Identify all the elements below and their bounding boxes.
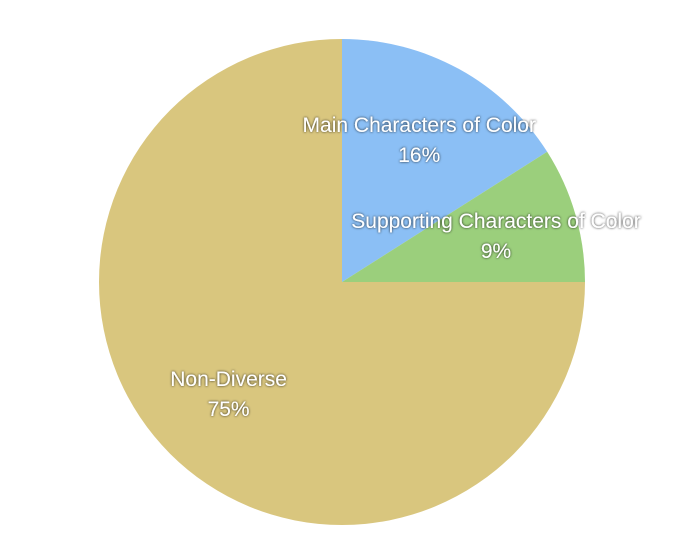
slice-label: Main Characters of Color bbox=[303, 114, 536, 137]
slice-value-label: 16% bbox=[398, 144, 440, 167]
slice-label: Non-Diverse bbox=[170, 368, 287, 391]
slice-label: Supporting Characters of Color bbox=[351, 210, 640, 233]
pie-slice bbox=[99, 39, 585, 525]
pie-slice bbox=[342, 151, 585, 282]
pie-slice bbox=[342, 39, 548, 282]
slice-value-label: 9% bbox=[481, 240, 511, 263]
slice-value-label: 75% bbox=[208, 398, 250, 421]
